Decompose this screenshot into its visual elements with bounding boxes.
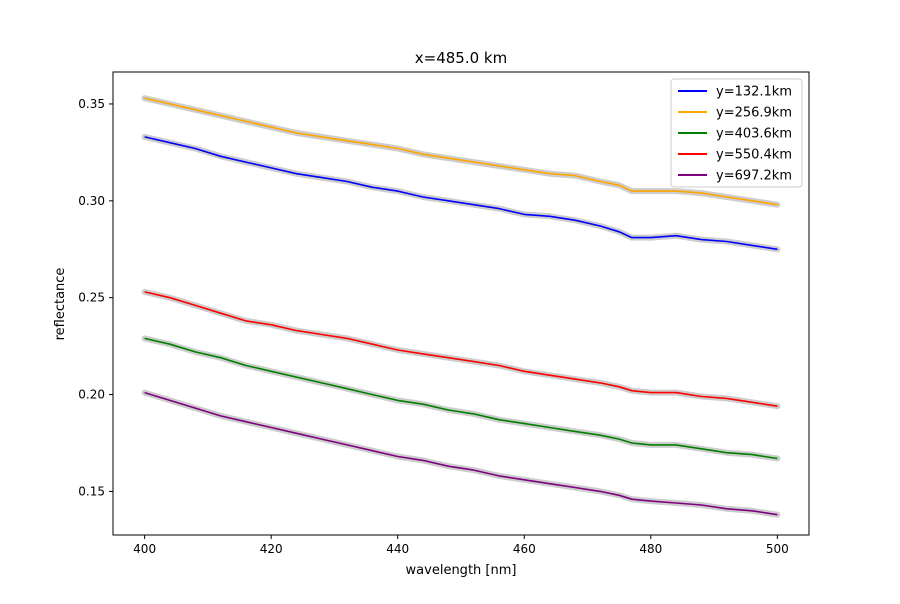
x-axis-label: wavelength [nm] xyxy=(406,563,517,578)
x-tick-label: 500 xyxy=(766,542,789,556)
chart-title: x=485.0 km xyxy=(415,49,507,67)
x-axis-ticks: 400 420 440 460 480 500 xyxy=(133,535,789,556)
legend-entries: y=132.1km y=256.9km y=403.6km y=550.4km y=69… xyxy=(678,85,792,184)
legend-label-1: y=132.1km xyxy=(716,85,792,100)
series-3-line xyxy=(144,337,778,460)
y-tick-label: 0.25 xyxy=(78,291,105,305)
legend-label-4: y=550.4km xyxy=(716,148,792,163)
x-tick-label: 400 xyxy=(133,542,156,556)
x-tick-label: 460 xyxy=(513,542,536,556)
series-5-line xyxy=(144,391,778,516)
x-tick-label: 480 xyxy=(639,542,662,556)
legend: y=132.1km y=256.9km y=403.6km y=550.4km y=69… xyxy=(670,78,803,188)
y-tick-label: 0.35 xyxy=(78,97,105,111)
series-1-line xyxy=(144,136,778,251)
y-axis-label: reflectance xyxy=(53,268,68,341)
legend-label-5: y=697.2km xyxy=(716,169,792,184)
legend-box xyxy=(670,78,803,188)
legend-label-2: y=256.9km xyxy=(716,106,792,121)
series-2-line xyxy=(144,97,778,206)
y-tick-label: 0.30 xyxy=(78,194,105,208)
y-tick-label: 0.20 xyxy=(78,388,105,402)
plot-area xyxy=(141,95,781,518)
series-4-line xyxy=(144,291,778,407)
x-tick-label: 440 xyxy=(386,542,409,556)
x-tick-label: 420 xyxy=(260,542,283,556)
axes-frame xyxy=(112,71,810,536)
y-tick-label: 0.15 xyxy=(78,484,105,498)
y-axis-ticks: 0.15 0.20 0.25 0.30 0.35 xyxy=(78,97,113,498)
legend-label-3: y=403.6km xyxy=(716,127,792,142)
